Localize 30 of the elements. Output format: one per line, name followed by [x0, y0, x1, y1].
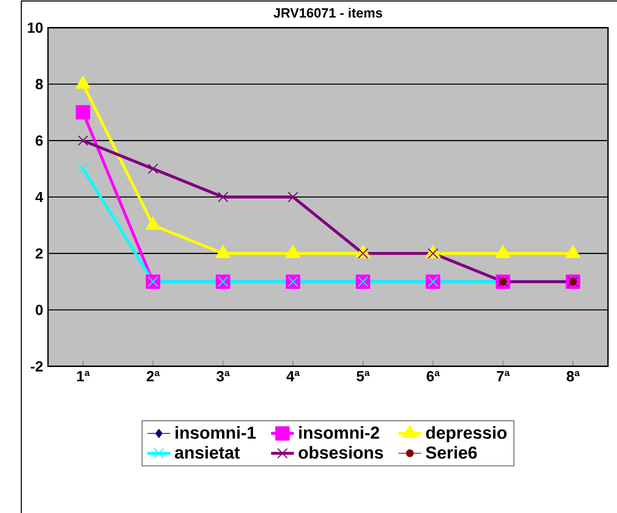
- x-tick-label: 7ª: [496, 371, 510, 382]
- legend-label: Serie6: [426, 446, 477, 459]
- legend-label: obsesions: [298, 446, 383, 459]
- x-tick-label: 2ª: [146, 371, 160, 382]
- point: [358, 248, 368, 259]
- y-tick-label: 0: [36, 304, 43, 316]
- x-tick-label: 1ª: [77, 371, 90, 382]
- chart-title: JRV16071 - items: [273, 8, 382, 18]
- y-tick-label: 4: [35, 192, 44, 202]
- y-tick-label: -2: [30, 361, 43, 372]
- legend-label: depressio: [426, 426, 507, 442]
- point: [288, 192, 298, 202]
- point: [78, 164, 88, 174]
- x-tick-label: 4ª: [286, 371, 300, 382]
- y-tick-label: 10: [28, 22, 43, 33]
- point: [78, 135, 88, 146]
- point: [148, 164, 158, 174]
- legend-label: ansietat: [174, 446, 240, 459]
- y-tick-label: 2: [36, 248, 43, 259]
- point: [76, 105, 90, 120]
- x-tick-label: 3ª: [216, 371, 230, 382]
- x-tick-label: 8ª: [566, 371, 580, 382]
- point: [428, 248, 438, 259]
- y-tick-label: 8: [36, 78, 43, 90]
- x-tick-label: 5ª: [356, 371, 370, 382]
- legend-label: insomni-1: [176, 426, 256, 439]
- point: [218, 192, 228, 202]
- legend-label: insomni-2: [299, 426, 380, 439]
- x-tick-label: 6ª: [426, 371, 440, 382]
- y-tick-label: 6: [36, 135, 43, 146]
